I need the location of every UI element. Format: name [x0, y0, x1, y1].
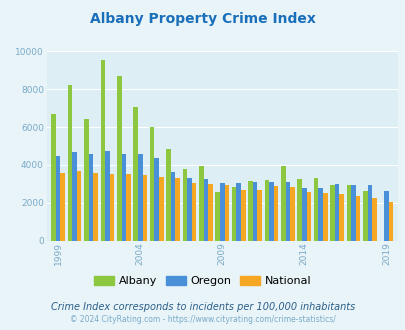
Legend: Albany, Oregon, National: Albany, Oregon, National — [90, 271, 315, 290]
Bar — [280, 166, 285, 241]
Bar — [126, 174, 130, 241]
Bar — [203, 179, 208, 241]
Bar — [149, 127, 154, 241]
Bar — [191, 183, 196, 241]
Bar — [322, 193, 327, 241]
Bar — [166, 149, 171, 241]
Bar — [158, 177, 163, 241]
Bar — [339, 194, 343, 241]
Bar — [241, 190, 245, 241]
Bar — [273, 186, 278, 241]
Bar — [175, 178, 179, 241]
Bar — [301, 188, 306, 241]
Bar — [182, 169, 187, 241]
Bar — [306, 191, 311, 241]
Bar — [220, 183, 224, 241]
Bar — [231, 187, 236, 241]
Bar — [187, 178, 191, 241]
Bar — [56, 155, 60, 241]
Bar — [383, 191, 388, 241]
Bar — [247, 181, 252, 241]
Bar — [367, 185, 371, 241]
Bar — [171, 172, 175, 241]
Bar — [133, 107, 138, 241]
Bar — [285, 182, 290, 241]
Bar — [117, 76, 121, 241]
Bar — [68, 85, 72, 241]
Bar — [100, 60, 105, 241]
Bar — [313, 178, 318, 241]
Bar — [269, 182, 273, 241]
Bar — [362, 191, 367, 241]
Bar — [142, 176, 147, 241]
Bar — [198, 166, 203, 241]
Text: Crime Index corresponds to incidents per 100,000 inhabitants: Crime Index corresponds to incidents per… — [51, 302, 354, 312]
Bar — [355, 196, 360, 241]
Bar — [93, 173, 98, 241]
Bar — [60, 173, 65, 241]
Bar — [236, 183, 241, 241]
Bar — [51, 114, 56, 241]
Bar — [224, 185, 228, 241]
Bar — [290, 187, 294, 241]
Bar — [264, 180, 269, 241]
Bar — [84, 119, 88, 241]
Bar — [346, 185, 350, 241]
Bar — [77, 171, 81, 241]
Bar — [109, 174, 114, 241]
Bar — [318, 188, 322, 241]
Bar — [371, 198, 376, 241]
Bar — [208, 184, 212, 241]
Bar — [154, 158, 158, 241]
Bar — [350, 185, 355, 241]
Bar — [257, 190, 261, 241]
Bar — [215, 191, 220, 241]
Text: © 2024 CityRating.com - https://www.cityrating.com/crime-statistics/: © 2024 CityRating.com - https://www.city… — [70, 315, 335, 324]
Bar — [88, 154, 93, 241]
Bar — [72, 152, 77, 241]
Bar — [105, 151, 109, 241]
Bar — [334, 184, 339, 241]
Bar — [297, 179, 301, 241]
Bar — [388, 202, 392, 241]
Bar — [329, 185, 334, 241]
Bar — [138, 154, 142, 241]
Bar — [121, 154, 126, 241]
Bar — [252, 182, 257, 241]
Text: Albany Property Crime Index: Albany Property Crime Index — [90, 12, 315, 25]
